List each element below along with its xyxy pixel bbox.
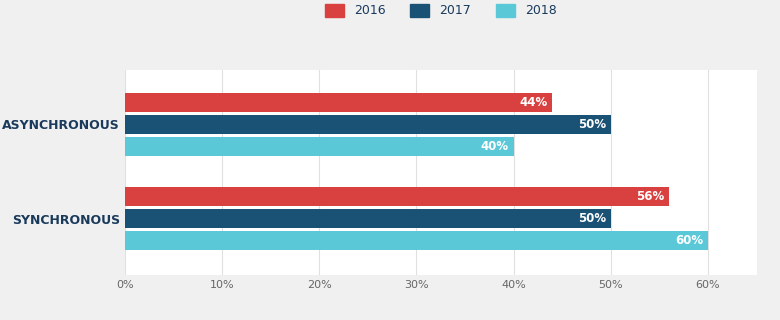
Bar (125, 137, 513, 156)
Text: 56%: 56% (636, 190, 665, 203)
Text: 50%: 50% (578, 118, 606, 131)
Text: 60%: 60% (675, 234, 703, 247)
Bar (125, 231, 708, 250)
Bar (125, 115, 611, 134)
Bar (125, 187, 669, 206)
Text: 44%: 44% (519, 96, 548, 109)
Text: 40%: 40% (480, 140, 509, 153)
Legend: 2016, 2017, 2018: 2016, 2017, 2018 (320, 0, 562, 22)
Bar (125, 93, 552, 112)
Text: 50%: 50% (578, 212, 606, 225)
Bar (125, 209, 611, 228)
